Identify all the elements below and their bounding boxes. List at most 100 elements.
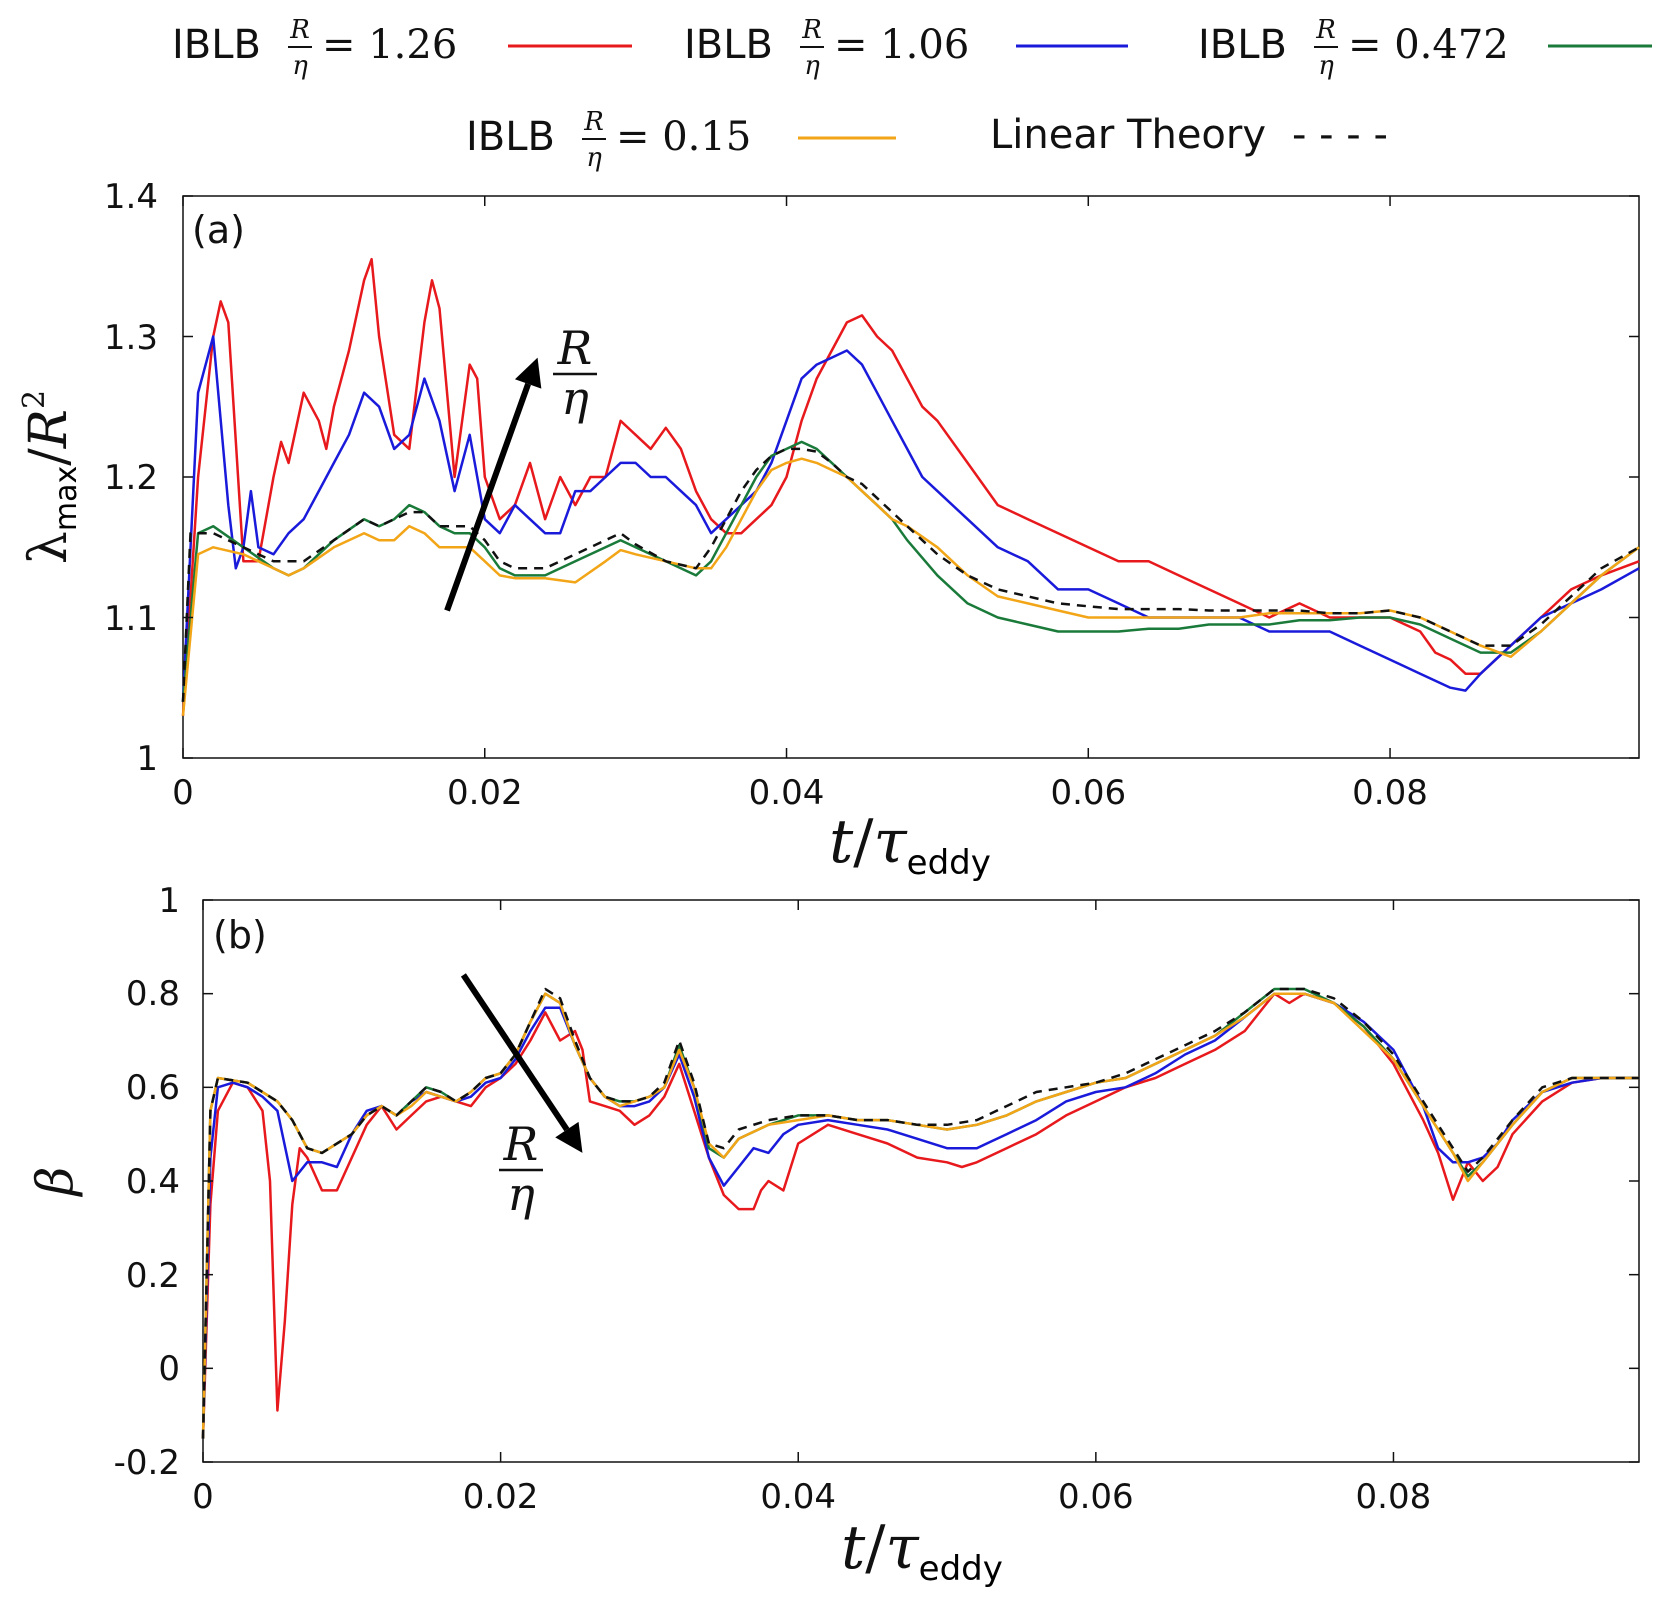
legend-entry-3-frac-den: η [1318, 51, 1334, 81]
panel-b-label: (b) [213, 913, 267, 957]
panel-b-xlabel: t/τeddy [841, 1513, 1003, 1589]
panel-a-arrow-label-num: R [557, 321, 593, 375]
panel-b-series-iblb-r-0.472 [201, 987, 1639, 1439]
panel-a-ytick-2: 1.2 [104, 458, 158, 498]
legend-entry-3-frac-num: R [1315, 15, 1336, 45]
legend-entry-2: IBLB R η = 1.06 [684, 15, 1128, 81]
panel-b-xtick-2: 0.04 [760, 1477, 836, 1517]
panel-a-yticks: 1 1.1 1.2 1.3 1.4 [104, 177, 158, 779]
panel-b-arrow [460, 973, 583, 1153]
panel-b-ylabel: β [26, 1167, 84, 1198]
legend-entry-4-frac-num: R [583, 107, 604, 137]
panel-b-tickmarks [202, 899, 1639, 1463]
panel-a-series-iblb-r-1.06 [181, 335, 1640, 702]
panel-b-series-iblb-r-1.26 [201, 992, 1639, 1439]
panel-b-xticks: 0 0.02 0.04 0.06 0.08 [192, 1477, 1431, 1517]
panel-b-xtick-0: 0 [192, 1477, 214, 1517]
panel-b-series [201, 987, 1639, 1439]
xlabel-b-tau: τ [885, 1513, 919, 1583]
panel-a-ylabel: λmax/R2 [17, 390, 84, 564]
ylabel-a-sup: 2 [17, 390, 52, 409]
panel-b-xtick-3: 0.06 [1058, 1477, 1134, 1517]
panel-a-ytick-0: 1 [136, 739, 158, 779]
xlabel-a-tau: τ [873, 807, 907, 877]
xlabel-b-sub: eddy [919, 1549, 1003, 1589]
legend-entry-3: IBLB R η = 0.472 [1198, 15, 1652, 81]
xlabel-a-t: t [829, 807, 854, 877]
panel-b-ytick-2: 0.2 [126, 1256, 180, 1296]
panel-a-xtick-3: 0.06 [1050, 773, 1126, 813]
legend-entry-1: IBLB R η = 1.26 [172, 15, 632, 81]
panel-a-series-linear-theory [181, 447, 1640, 702]
panel-a-xtick-1: 0.02 [447, 773, 523, 813]
legend-entry-3-eq: = 0.472 [1348, 22, 1509, 68]
panel-a-ylabel-text: λmax/R2 [17, 390, 84, 564]
panel-b-series-linear-theory [201, 987, 1639, 1439]
ylabel-a-slash: / [19, 448, 79, 466]
panel-a-ytick-4: 1.4 [104, 177, 158, 217]
panel-b-xtick-1: 0.02 [463, 1477, 539, 1517]
legend-entry-1-frac-num: R [289, 15, 310, 45]
panel-b-arrow-label-num: R [503, 1117, 539, 1171]
legend-entry-1-frac-den: η [292, 51, 308, 81]
panel-b: (b) -0.2 0 0.2 0.4 0.6 0.8 1 0 0.02 0.04… [26, 881, 1640, 1589]
panel-b-arrow-label: R η [499, 1117, 543, 1221]
panel-b-ytick-1: 0 [158, 1349, 180, 1389]
panel-a-arrow-head [514, 357, 542, 389]
legend: IBLB R η = 1.26 IBLB R η = 1.06 IBLB R η… [172, 15, 1652, 173]
panel-b-ytick-0: -0.2 [114, 1443, 180, 1483]
panel-b-ytick-4: 0.6 [126, 1068, 180, 1108]
legend-entry-2-frac-num: R [801, 15, 822, 45]
panel-b-series-iblb-r-1.06 [201, 992, 1639, 1439]
panel-a-xtick-0: 0 [172, 773, 194, 813]
panel-a-ytick-3: 1.3 [104, 318, 158, 358]
panel-a-series-iblb-r-0.472 [181, 440, 1640, 702]
panel-a-arrow-shaft [444, 382, 531, 612]
panel-a-tickmarks [182, 195, 1639, 759]
panel-b-arrow-head [555, 1121, 583, 1153]
panel-a: (a) 1 1.1 1.2 1.3 1.4 0 0.02 0.04 0.06 0… [17, 177, 1640, 883]
xlabel-b-t: t [841, 1513, 866, 1583]
legend-entry-3-prefix: IBLB [1198, 22, 1287, 68]
panel-a-series-iblb-r-0.15 [181, 457, 1640, 716]
panel-a-label: (a) [192, 208, 245, 252]
panel-a-arrow-label: R η [553, 321, 597, 425]
panel-a-arrow-label-den: η [561, 371, 589, 425]
panel-a-series-iblb-r-1.26 [181, 257, 1640, 716]
panel-b-ytick-3: 0.4 [126, 1162, 180, 1202]
panel-a-series [181, 257, 1640, 716]
legend-entry-linear: Linear Theory - - - - [990, 112, 1388, 158]
panel-a-xticks: 0 0.02 0.04 0.06 0.08 [172, 773, 1428, 813]
legend-entry-4-frac-den: η [586, 143, 602, 173]
panel-a-arrow [444, 357, 542, 612]
panel-b-series-iblb-r-0.15 [201, 992, 1639, 1439]
legend-entry-1-prefix: IBLB [172, 22, 261, 68]
xlabel-a-sub: eddy [907, 843, 991, 883]
panel-b-ytick-6: 1 [158, 881, 180, 921]
panel-b-xtick-4: 0.08 [1356, 1477, 1432, 1517]
legend-linear-label: Linear Theory [990, 112, 1266, 158]
panel-b-arrow-label-den: η [507, 1167, 535, 1221]
legend-linear-dashes: - - - - [1292, 112, 1388, 158]
panel-a-xtick-4: 0.08 [1352, 773, 1428, 813]
panel-a-xtick-2: 0.04 [749, 773, 825, 813]
panel-a-ytick-1: 1.1 [104, 599, 158, 639]
xlabel-b-slash: / [865, 1513, 886, 1583]
legend-entry-4-prefix: IBLB [466, 114, 555, 160]
legend-entry-4-eq: = 0.15 [616, 114, 751, 160]
legend-entry-1-eq: = 1.26 [322, 22, 457, 68]
panel-b-arrow-shaft [460, 973, 570, 1132]
legend-entry-4: IBLB R η = 0.15 [466, 107, 896, 173]
ylabel-a-lambda: λ [19, 531, 79, 564]
panel-a-xlabel: t/τeddy [829, 807, 991, 883]
panel-b-ytick-5: 0.8 [126, 974, 180, 1014]
xlabel-a-slash: / [853, 807, 874, 877]
ylabel-a-sub: max [49, 466, 84, 531]
legend-entry-2-prefix: IBLB [684, 22, 773, 68]
ylabel-a-R: R [19, 409, 79, 449]
panel-b-yticks: -0.2 0 0.2 0.4 0.6 0.8 1 [114, 881, 180, 1483]
panel-b-frame [202, 899, 1640, 1463]
legend-entry-2-eq: = 1.06 [834, 22, 969, 68]
legend-entry-2-frac-den: η [804, 51, 820, 81]
